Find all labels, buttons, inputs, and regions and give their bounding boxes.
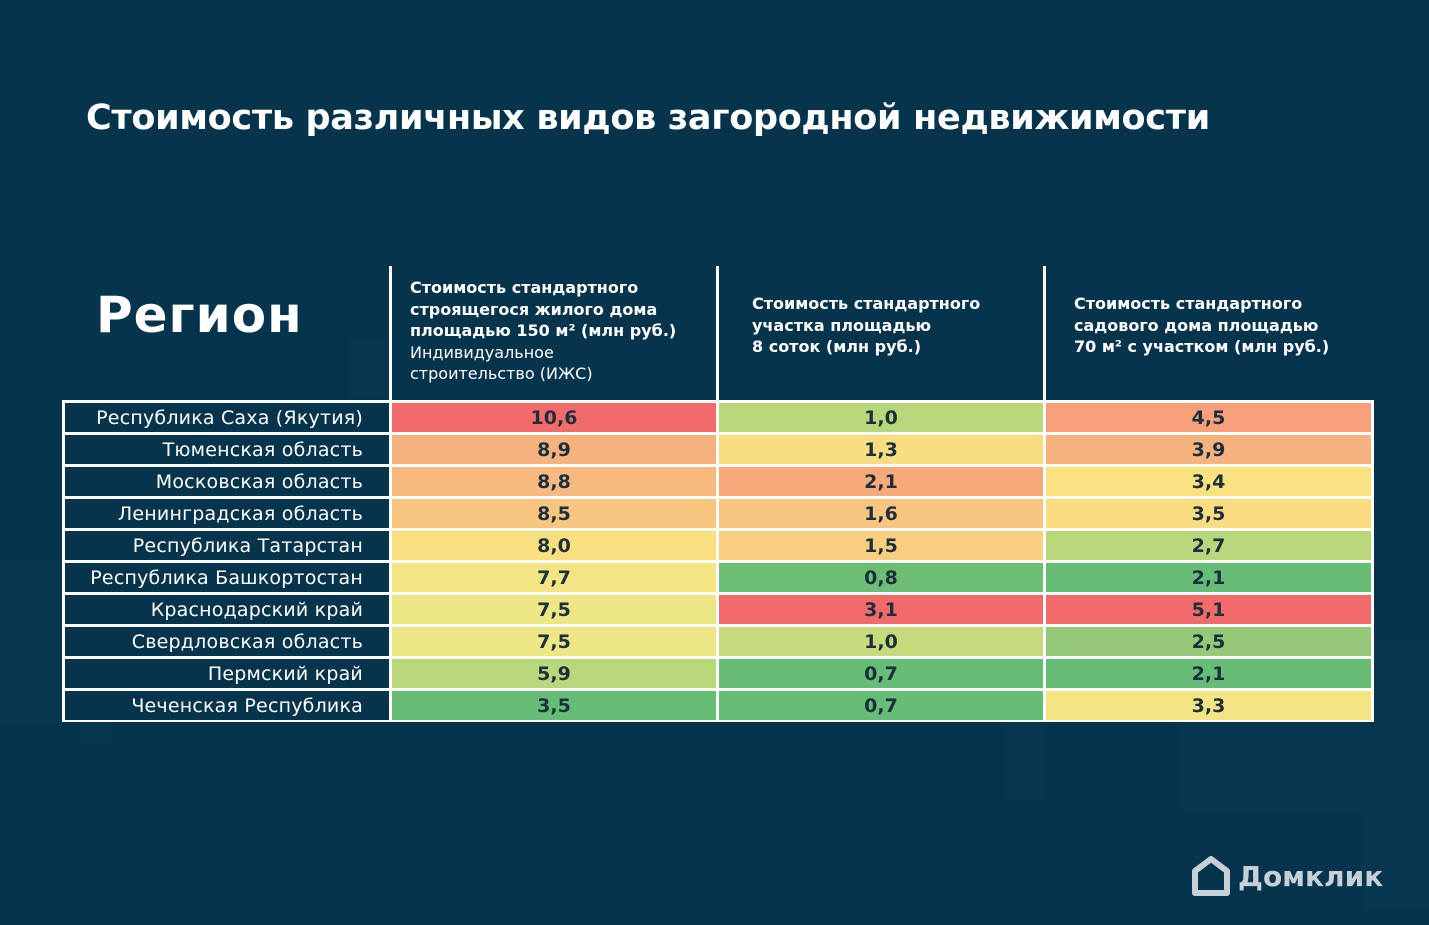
header-divider [389, 266, 392, 402]
background-block [0, 560, 62, 725]
value-cell: 1,3 [719, 435, 1043, 464]
value-cell: 2,1 [1046, 659, 1371, 688]
value-cell: 3,3 [1046, 691, 1371, 720]
value-cell: 7,5 [392, 627, 716, 656]
column-header-line: Стоимость стандартного [752, 294, 981, 313]
region-cell: Республика Башкортостан [65, 563, 389, 592]
background-block [1180, 722, 1362, 812]
background-block [80, 722, 112, 744]
column-header-line: Стоимость стандартного [410, 278, 639, 297]
value-cell: 3,5 [392, 691, 716, 720]
value-cell: 1,6 [719, 499, 1043, 528]
region-cell: Чеченская Республика [65, 691, 389, 720]
value-cell: 2,1 [719, 467, 1043, 496]
region-column-header: Регион [96, 286, 303, 344]
column-header-line: площадью 150 м² (млн руб.) [410, 321, 677, 340]
house-logo-icon [1192, 856, 1230, 896]
value-cell: 1,5 [719, 531, 1043, 560]
region-cell: Московская область [65, 467, 389, 496]
value-cell: 0,7 [719, 691, 1043, 720]
region-cell: Краснодарский край [65, 595, 389, 624]
column-header-line: участка площадью [752, 315, 932, 335]
value-cell: 0,7 [719, 659, 1043, 688]
value-cell: 3,4 [1046, 467, 1371, 496]
value-cell: 5,1 [1046, 595, 1371, 624]
value-cell: 2,5 [1046, 627, 1371, 656]
value-cell: 2,7 [1046, 531, 1371, 560]
value-cell: 3,1 [719, 595, 1043, 624]
value-cell: 1,0 [719, 627, 1043, 656]
value-cell: 1,0 [719, 403, 1043, 432]
background-block [1006, 722, 1046, 800]
value-cell: 8,0 [392, 531, 716, 560]
column-header-plot: Стоимость стандартного участка площадью … [752, 293, 1032, 358]
header-divider [1043, 266, 1046, 402]
region-cell: Пермский край [65, 659, 389, 688]
value-cell: 10,6 [392, 403, 716, 432]
value-cell: 8,8 [392, 467, 716, 496]
column-header-line: строящегося жилого дома [410, 299, 658, 319]
value-cell: 7,5 [392, 595, 716, 624]
page-title: Стоимость различных видов загородной нед… [86, 98, 1210, 138]
value-cell: 3,5 [1046, 499, 1371, 528]
value-cell: 7,7 [392, 563, 716, 592]
column-header-house: Стоимость стандартного строящегося жилог… [410, 277, 710, 385]
column-header-garden-house: Стоимость стандартного садового дома пло… [1074, 293, 1374, 358]
region-cell: Республика Татарстан [65, 531, 389, 560]
column-header-note: Индивидуальное [410, 342, 554, 362]
value-cell: 8,5 [392, 499, 716, 528]
column-header-line: 8 соток (млн руб.) [752, 337, 922, 356]
column-header-line: 70 м² с участком (млн руб.) [1074, 337, 1330, 356]
region-cell: Тюменская область [65, 435, 389, 464]
brand-logo: Домклик [1192, 856, 1383, 896]
data-table: Республика Саха (Якутия) 10,6 1,0 4,5 Тюменс… [62, 400, 1374, 722]
column-header-line: Стоимость стандартного [1074, 294, 1303, 313]
value-cell: 2,1 [1046, 563, 1371, 592]
background-block [350, 338, 390, 398]
header-divider [716, 266, 719, 402]
value-cell: 8,9 [392, 435, 716, 464]
value-cell: 5,9 [392, 659, 716, 688]
region-cell: Республика Саха (Якутия) [65, 403, 389, 432]
column-header-note: строительство (ИЖС) [410, 364, 593, 383]
value-cell: 0,8 [719, 563, 1043, 592]
column-header-line: садового дома площадью [1074, 315, 1319, 335]
value-cell: 4,5 [1046, 403, 1371, 432]
region-cell: Ленинградская область [65, 499, 389, 528]
value-cell: 3,9 [1046, 435, 1371, 464]
brand-name: Домклик [1238, 859, 1384, 893]
region-cell: Свердловская область [65, 627, 389, 656]
